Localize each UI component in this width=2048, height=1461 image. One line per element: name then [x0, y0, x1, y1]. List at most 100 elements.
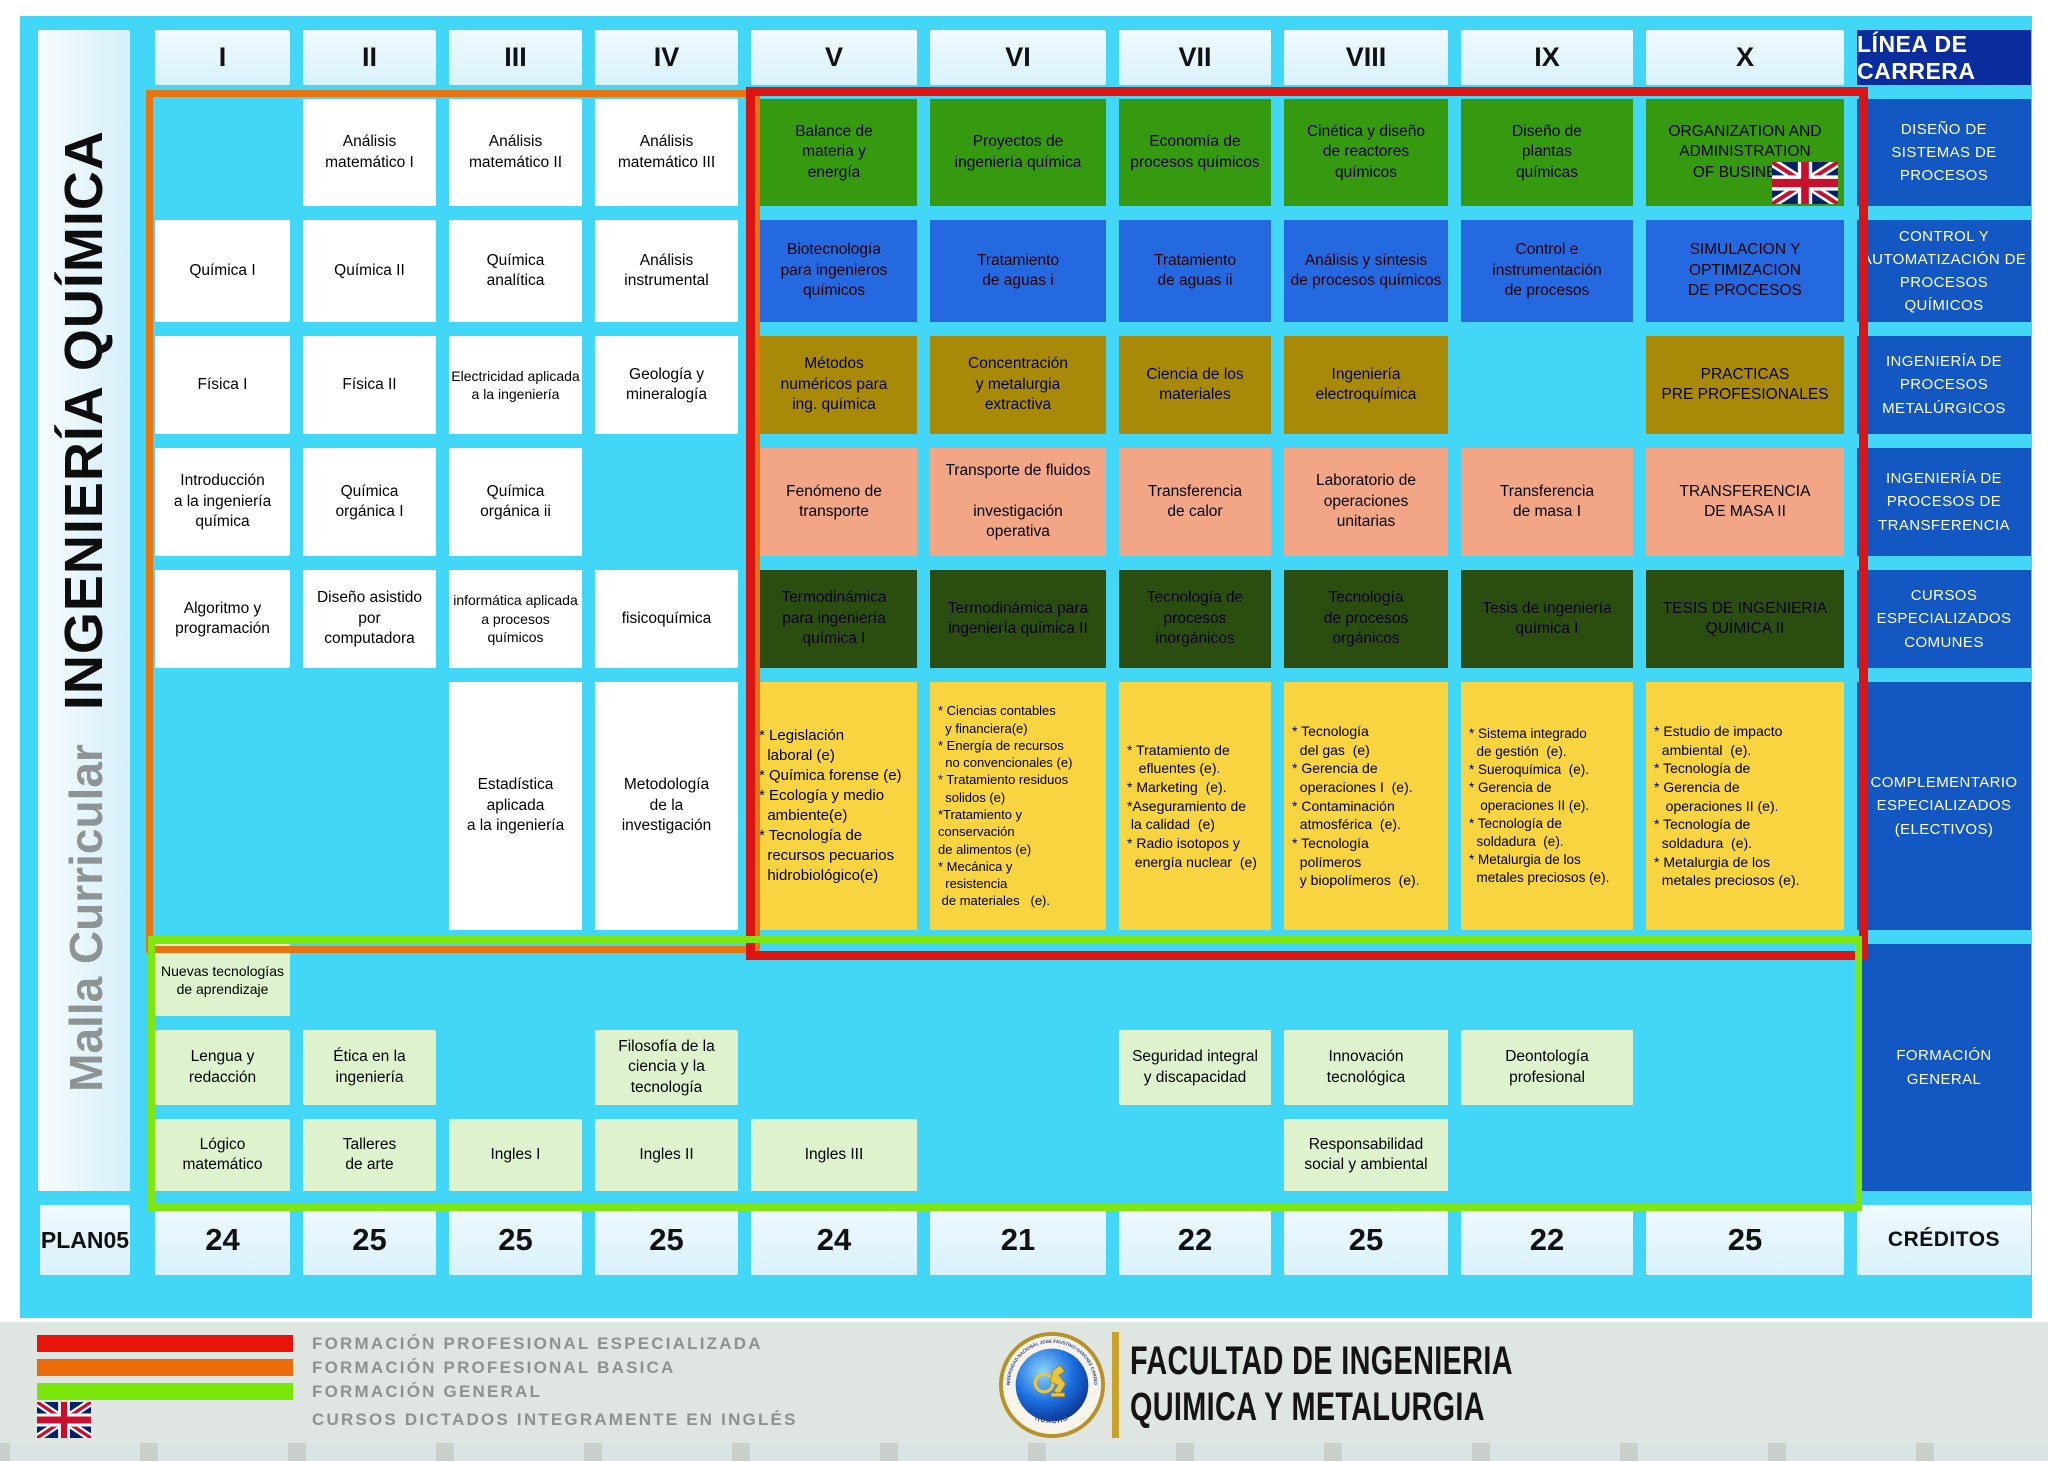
course-cell: Análisis instrumental — [595, 220, 738, 322]
course-cell: Diseño de plantas químicas — [1461, 99, 1633, 206]
university-logo: UNIVERSIDAD NACIONAL JOSE FAUSTINO SANCH… — [998, 1331, 1106, 1439]
course-cell: fisicoquímica — [595, 570, 738, 668]
course-cell: Métodos numéricos para ing. química — [751, 336, 917, 434]
legend-label-basica: FORMACIÓN PROFESIONAL BASICA — [312, 1358, 676, 1377]
bottom-strip — [0, 1443, 2048, 1461]
program-title-sidebar: Malla Curricular INGENIERÍA QUÍMICA — [38, 30, 130, 1191]
course-cell: Biotecnología para ingenieros químicos — [751, 220, 917, 322]
footer-divider — [1112, 1332, 1119, 1438]
program-title: Malla Curricular INGENIERÍA QUÍMICA — [53, 130, 115, 1092]
course-cell: Balance de materia y energía — [751, 99, 917, 206]
legend-label-general: FORMACIÓN GENERAL — [312, 1382, 543, 1401]
logo-emblem — [1033, 1364, 1067, 1398]
course-cell: informática aplicada a procesos químicos — [449, 570, 582, 668]
course-cell: Ética en la ingeniería — [303, 1030, 436, 1105]
course-cell: Transferencia de calor — [1119, 448, 1271, 556]
course-cell: Transporte de fluidos investigación oper… — [930, 448, 1106, 556]
course-cell: SIMULACION Y OPTIMIZACION DE PROCESOS — [1646, 220, 1844, 322]
course-cell: Ingles III — [751, 1119, 917, 1191]
course-cell: Tratamiento de aguas ii — [1119, 220, 1271, 322]
career-line-cell: CURSOS ESPECIALIZADOS COMUNES — [1857, 570, 2031, 668]
course-cell: TESIS DE INGENIERIA QUÍMICA II — [1646, 570, 1844, 668]
footer: FORMACIÓN PROFESIONAL ESPECIALIZADA FORM… — [0, 1322, 2048, 1443]
credit-cell: 25 — [303, 1205, 436, 1275]
course-cell: Concentración y metalurgia extractiva — [930, 336, 1106, 434]
career-line-cell: INGENIERÍA DE PROCESOS DE TRANSFERENCIA — [1857, 448, 2031, 556]
career-line-header: LÍNEA DE CARRERA — [1857, 30, 2031, 85]
credit-cell: 21 — [930, 1205, 1106, 1275]
course-cell: Control e instrumentación de procesos — [1461, 220, 1633, 322]
semester-header-II: II — [303, 30, 436, 85]
course-cell: Proyectos de ingeniería química — [930, 99, 1106, 206]
course-cell: ORGANIZATION AND ADMINISTRATION OF BUSIN… — [1646, 99, 1844, 206]
course-cell: Física II — [303, 336, 436, 434]
course-cell: Economía de procesos químicos — [1119, 99, 1271, 206]
course-cell: Termodinámica para ingeniería química I — [751, 570, 917, 668]
logo-city-text: HUACHO — [1034, 1415, 1069, 1426]
course-cell: PRACTICAS PRE PROFESIONALES — [1646, 336, 1844, 434]
program-name-label: INGENIERÍA QUÍMICA — [54, 129, 114, 710]
course-cell: Lengua y redacción — [155, 1030, 290, 1105]
faculty-line-2: QUIMICA Y METALURGIA — [1130, 1385, 1485, 1429]
semester-header-VIII: VIII — [1284, 30, 1448, 85]
career-line-cell: CONTROL Y AUTOMATIZACIÓN DE PROCESOS QUÍ… — [1857, 220, 2031, 322]
semester-header-I: I — [155, 30, 290, 85]
svg-text:HUACHO: HUACHO — [1034, 1415, 1070, 1426]
legend-bar-basica — [37, 1359, 293, 1376]
course-cell: Laboratorio de operaciones unitarias — [1284, 448, 1448, 556]
course-cell: Ingles II — [595, 1119, 738, 1191]
course-cell: Fenómeno de transporte — [751, 448, 917, 556]
course-cell: Diseño asistido por computadora — [303, 570, 436, 668]
course-cell: Termodinámica para ingeniería química II — [930, 570, 1106, 668]
course-cell: Análisis matemático II — [449, 99, 582, 206]
career-line-cell: DISEÑO DE SISTEMAS DE PROCESOS — [1857, 99, 2031, 206]
course-cell: Responsabilidad social y ambiental — [1284, 1119, 1448, 1191]
course-cell: * Tecnología del gas (e) * Gerencia de o… — [1284, 682, 1448, 930]
semester-header-VII: VII — [1119, 30, 1271, 85]
course-cell: * Estudio de impacto ambiental (e). * Te… — [1646, 682, 1844, 930]
course-cell: Análisis matemático I — [303, 99, 436, 206]
faculty-title: FACULTAD DE INGENIERIA QUIMICA Y METALUR… — [1130, 1338, 1513, 1430]
semester-header-IX: IX — [1461, 30, 1633, 85]
credit-cell: 24 — [751, 1205, 917, 1275]
credit-cell: 25 — [449, 1205, 582, 1275]
curriculum-grid: I II III IV V VI VII VIII IX X LÍNEA DE CARRERA Quí… — [155, 30, 2031, 1275]
course-cell: Química analítica — [449, 220, 582, 322]
credit-cell: 25 — [1646, 1205, 1844, 1275]
creditos-label: CRÉDITOS — [1857, 1205, 2031, 1275]
credit-cell: 22 — [1119, 1205, 1271, 1275]
career-line-cell: COMPLEMENTARIO ESPECIALIZADOS (ELECTIVOS… — [1857, 682, 2031, 930]
faculty-line-1: FACULTAD DE INGENIERIA — [1130, 1339, 1513, 1383]
course-cell: * Tratamiento de efluentes (e). * Market… — [1119, 682, 1271, 930]
legend-label-especializada: FORMACIÓN PROFESIONAL ESPECIALIZADA — [312, 1334, 763, 1353]
semester-header-V: V — [751, 30, 917, 85]
semester-header-X: X — [1646, 30, 1844, 85]
course-cell: Tecnología de procesos inorgánicos — [1119, 570, 1271, 668]
course-cell: Química orgánica ii — [449, 448, 582, 556]
semester-header-IV: IV — [595, 30, 738, 85]
course-cell: * Ciencias contables y financiera(e) * E… — [930, 682, 1106, 930]
course-cell: TRANSFERENCIA DE MASA II — [1646, 448, 1844, 556]
course-cell: Talleres de arte — [303, 1119, 436, 1191]
course-cell: Tesis de ingeniería química I — [1461, 570, 1633, 668]
credit-cell: 25 — [595, 1205, 738, 1275]
career-line-cell: INGENIERÍA DE PROCESOS METALÚRGICOS — [1857, 336, 2031, 434]
course-cell: Química I — [155, 220, 290, 322]
course-cell: Análisis y síntesis de procesos químicos — [1284, 220, 1448, 322]
course-cell: Ingles I — [449, 1119, 582, 1191]
course-cell: Ingeniería electroquímica — [1284, 336, 1448, 434]
legend-label-ingles: CURSOS DICTADOS INTEGRAMENTE EN INGLÉS — [312, 1410, 798, 1429]
course-cell: Física I — [155, 336, 290, 434]
credit-cell: 24 — [155, 1205, 290, 1275]
course-cell: Innovación tecnológica — [1284, 1030, 1448, 1105]
course-cell: * Legislación laboral (e) * Química fore… — [751, 682, 917, 930]
course-cell: Electricidad aplicada a la ingeniería — [449, 336, 582, 434]
course-cell: Ciencia de los materiales — [1119, 336, 1271, 434]
course-cell: Introducción a la ingeniería química — [155, 448, 290, 556]
credit-cell: 25 — [1284, 1205, 1448, 1275]
course-cell: Algoritmo y programación — [155, 570, 290, 668]
uk-flag-icon — [1772, 162, 1838, 204]
course-cell: Nuevas tecnologías de aprendizaje — [155, 944, 290, 1016]
plan-label: PLAN05 — [40, 1205, 130, 1275]
